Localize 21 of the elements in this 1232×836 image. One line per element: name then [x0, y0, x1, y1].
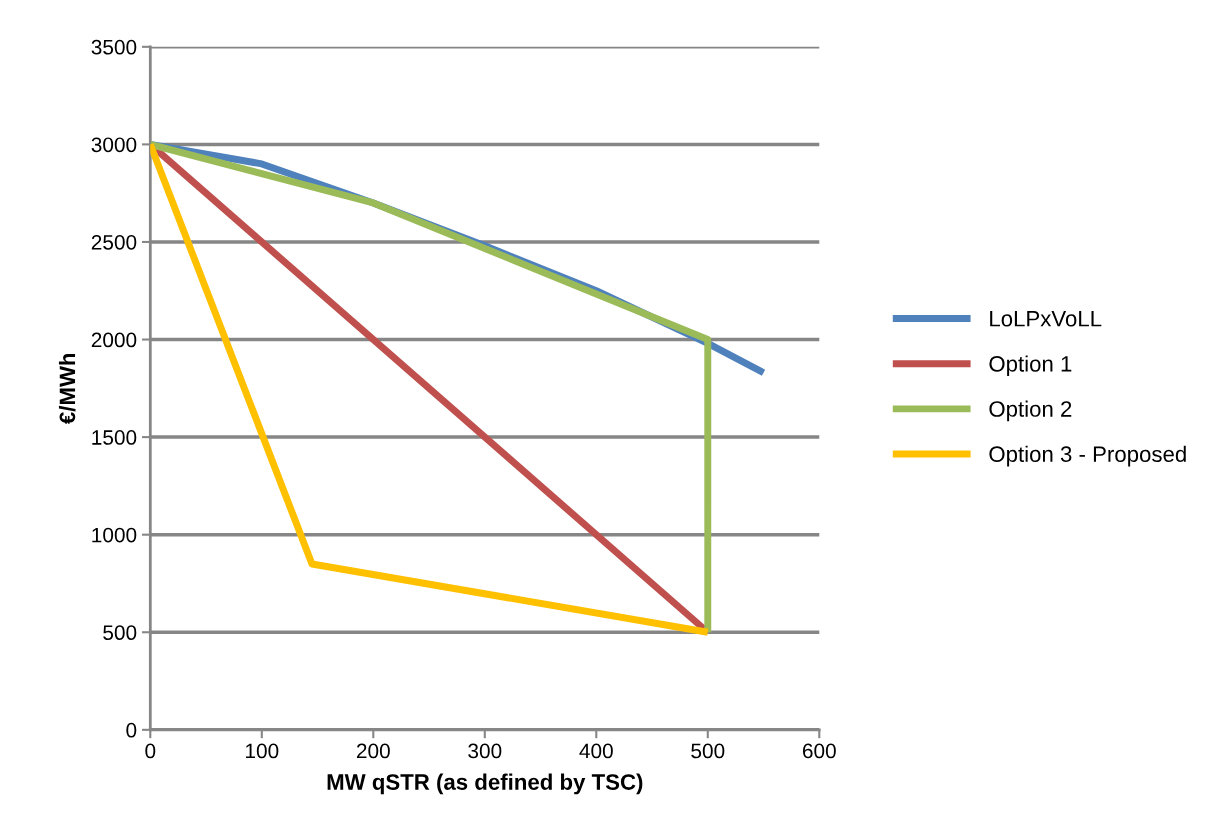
x-tick-label: 600 — [802, 743, 836, 759]
x-tick-label: 100 — [246, 743, 279, 759]
x-tick-label: 200 — [356, 743, 390, 759]
y-tick-label: 3000 — [91, 137, 137, 153]
legend-label: Option 3 - Proposed — [989, 445, 1186, 467]
legend-label: Option 1 — [989, 355, 1072, 377]
x-tick-label: 0 — [145, 743, 156, 759]
legend-label: LoLPxVoLL — [990, 311, 1102, 327]
legend-label: Option 2 — [989, 400, 1072, 422]
x-axis-title: MW qSTR (as defined by TSC) — [327, 773, 643, 795]
x-tick-label: 400 — [579, 743, 613, 759]
y-tick-label: 2500 — [91, 234, 137, 250]
x-tick-label: 500 — [691, 743, 725, 759]
y-axis-title: €/MWh — [58, 353, 76, 425]
y-tick-label: 500 — [103, 625, 137, 641]
y-tick-label: 2000 — [91, 332, 137, 348]
y-tick-label: 1000 — [92, 527, 137, 543]
y-tick-label: 0 — [126, 722, 137, 738]
y-tick-label: 3500 — [91, 39, 137, 55]
x-tick-label: 300 — [468, 743, 502, 759]
y-tick-label: 1500 — [92, 430, 137, 445]
